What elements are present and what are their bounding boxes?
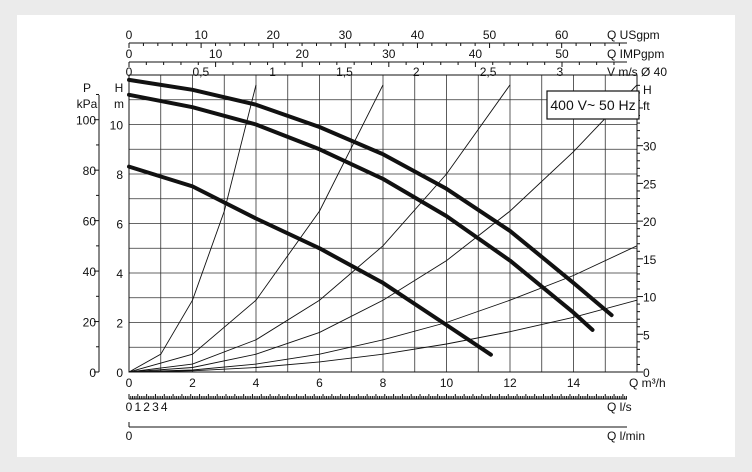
y-tick-label-h-ft: 5: [643, 328, 650, 342]
system-curve-3: [129, 84, 511, 372]
y-tick-label-h-m: 2: [116, 317, 123, 331]
y-axis-unit-ft: ft: [643, 99, 650, 113]
plot-border: [128, 74, 638, 373]
usgpm-tick-label: 60: [555, 28, 569, 42]
y-tick-label-h-ft: 0: [643, 366, 650, 380]
velocity-tick-label: 3: [557, 65, 564, 79]
impgpm-tick-label: 40: [469, 47, 483, 61]
usgpm-tick-label: 50: [483, 28, 497, 42]
usgpm-tick-label: 20: [267, 28, 281, 42]
y-tick-label-h-ft: 30: [643, 140, 657, 154]
lps-tick-label: 4: [161, 400, 168, 414]
velocity-axis-label: V m/s Ø 40: [607, 65, 667, 79]
impgpm-tick-label: 20: [296, 47, 310, 61]
lps-tick-label: 0: [126, 400, 133, 414]
impgpm-tick-label: 10: [209, 47, 223, 61]
velocity-tick-label: 1: [269, 65, 276, 79]
y-tick-label-h-m: 4: [116, 267, 123, 281]
y-tick-label-h-m: 0: [116, 366, 123, 380]
impgpm-tick-label: 30: [382, 47, 396, 61]
y-tick-label-h-m: 8: [116, 168, 123, 182]
lps-axis-label: Q l/s: [607, 400, 632, 414]
lps-tick-label: 2: [143, 400, 150, 414]
velocity-tick-label: 2,5: [480, 65, 497, 79]
x-tick-label-m3h: 12: [503, 376, 517, 390]
y-axis-label-h: H: [115, 81, 124, 95]
y-tick-label-h-m: 6: [116, 218, 123, 232]
y-tick-label-p-kpa: 80: [83, 164, 97, 178]
y-tick-label-p-kpa: 20: [83, 316, 97, 330]
y-tick-label-p-kpa: 100: [76, 114, 96, 128]
velocity-tick-label: 0,5: [192, 65, 209, 79]
usgpm-tick-label: 0: [126, 28, 133, 42]
x-tick-label-m3h: 10: [440, 376, 454, 390]
lpmin-tick-label: 0: [126, 429, 133, 443]
system-curve-2: [129, 84, 384, 372]
y-axis-unit-kpa: kPa: [77, 97, 98, 111]
y-tick-label-h-ft: 15: [643, 253, 657, 267]
velocity-tick-label: 1,5: [336, 65, 353, 79]
y-axis-unit-m: m: [114, 97, 124, 111]
voltage-badge-text: 400 V~ 50 Hz: [550, 97, 635, 113]
velocity-tick-label: 0: [126, 65, 133, 79]
system-curve-5: [129, 245, 637, 372]
system-curves: [129, 84, 637, 372]
y-tick-label-h-ft: 10: [643, 291, 657, 305]
usgpm-tick-label: 30: [339, 28, 353, 42]
x-axis-label-m3h: Q m³/h: [629, 376, 666, 390]
voltage-badge-box: [546, 90, 640, 120]
pump-performance-chart: 0246810Hm020406080100PkPa051015202530Hft…: [76, 28, 667, 443]
pump-curve-2: [127, 92, 595, 332]
impgpm-axis-label: Q IMPgpm: [607, 47, 664, 61]
usgpm-tick-label: 10: [194, 28, 208, 42]
x-tick-label-m3h: 14: [567, 376, 581, 390]
pump-curve-1: [127, 77, 614, 318]
y-tick-label-p-kpa: 60: [83, 215, 97, 229]
y-tick-label-p-kpa: 40: [83, 265, 97, 279]
lpmin-axis-label: Q l/min: [607, 429, 645, 443]
y-tick-label-h-ft: 20: [643, 215, 657, 229]
lps-tick-label: 3: [152, 400, 159, 414]
system-curve-1: [129, 84, 257, 372]
x-tick-label-m3h: 6: [316, 376, 323, 390]
system-curve-4: [129, 84, 637, 372]
system-curve-6: [129, 299, 637, 372]
y-tick-label-p-kpa: 0: [89, 366, 96, 380]
x-tick-label-m3h: 4: [253, 376, 260, 390]
x-tick-label-m3h: 8: [380, 376, 387, 390]
grid-lines: [129, 75, 637, 372]
y-axis-label-p: P: [83, 81, 91, 95]
x-tick-label-m3h: 0: [126, 376, 133, 390]
usgpm-axis-label: Q USgpm: [607, 28, 660, 42]
velocity-tick-label: 2: [413, 65, 420, 79]
impgpm-tick-label: 0: [126, 47, 133, 61]
x-tick-label-m3h: 2: [189, 376, 196, 390]
y-tick-label-h-ft: 25: [643, 177, 657, 191]
y-axis-label-h-right: H: [643, 83, 652, 97]
pump-curve-3: [127, 164, 493, 357]
impgpm-tick-label: 50: [555, 47, 569, 61]
y-tick-label-h-m: 10: [110, 119, 124, 133]
usgpm-tick-label: 40: [411, 28, 425, 42]
lps-tick-label: 1: [134, 400, 141, 414]
